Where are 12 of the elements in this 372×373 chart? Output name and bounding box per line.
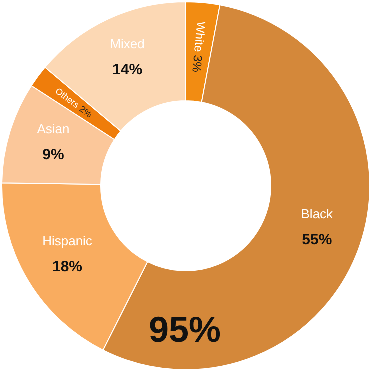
data-label: 3% — [190, 54, 206, 74]
text: 95% — [148, 308, 222, 352]
data-label: 55% — [302, 231, 332, 248]
slice-label: Asian — [37, 122, 70, 137]
data-label: 2% — [78, 104, 94, 120]
slice-label: Mixed — [110, 36, 145, 52]
slice-label: Hispanic — [42, 234, 93, 249]
data-label: 18% — [52, 258, 83, 276]
slice-label: Black — [301, 206, 334, 222]
data-label: 9% — [42, 146, 64, 164]
data-label: 14% — [112, 61, 143, 78]
slice-label: White — [192, 21, 208, 54]
